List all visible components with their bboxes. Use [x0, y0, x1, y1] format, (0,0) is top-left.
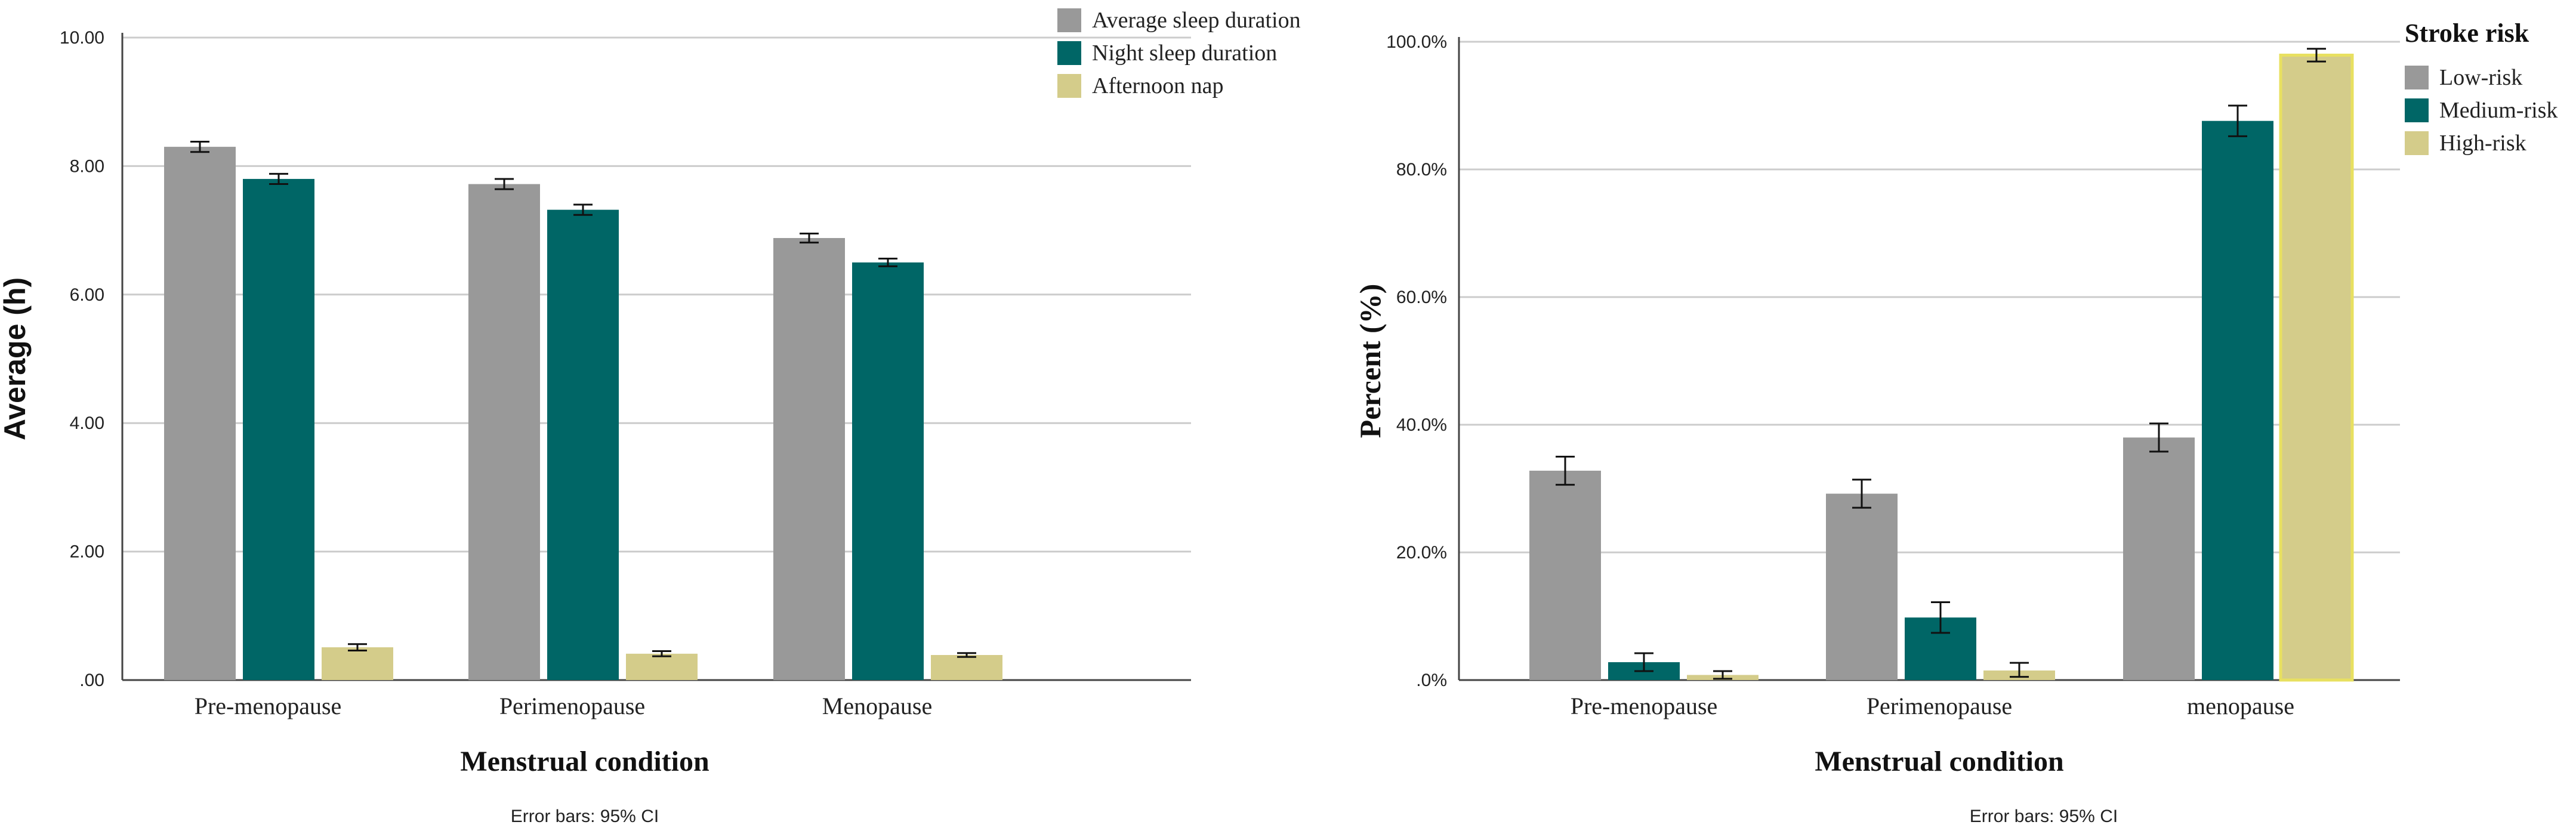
y-tick-label: 40.0% — [1396, 415, 1447, 435]
legend-label: Night sleep duration — [1092, 41, 1277, 66]
y-tick-label: 6.00 — [70, 285, 104, 305]
bar-average-sleep-duration — [773, 238, 845, 680]
x-category-label: menopause — [2187, 693, 2294, 719]
y-tick-label: .0% — [1416, 671, 1447, 690]
bar-night-sleep-duration — [547, 209, 619, 680]
legend-swatch — [1057, 8, 1081, 32]
bar-afternoon-nap — [322, 647, 393, 680]
x-category-label: Pre-menopause — [1571, 693, 1718, 719]
error-bars-note: Error bars: 95% CI — [511, 807, 659, 826]
bar-afternoon-nap — [626, 653, 698, 680]
legend-label: Average sleep duration — [1092, 8, 1301, 33]
legend-label: High-risk — [2439, 131, 2526, 156]
bar-medium-risk — [2202, 121, 2273, 680]
legend-swatch — [2405, 131, 2429, 155]
y-axis-title: Average (h) — [0, 277, 32, 440]
bar-low-risk — [2123, 437, 2195, 680]
bar-low-risk — [1529, 471, 1601, 680]
legend-label: Medium-risk — [2439, 98, 2558, 123]
error-bars-note: Error bars: 95% CI — [1970, 807, 2118, 826]
legend-label: Afternoon nap — [1092, 73, 1224, 98]
x-category-label: Perimenopause — [1867, 693, 2012, 719]
chart-left: .00 2.00 4.00 6.00 8.00 10.00 Pre-menopause Per… — [0, 8, 1301, 826]
legend-swatch — [1057, 74, 1081, 98]
y-axis-title: Percent (%) — [1353, 284, 1387, 438]
legend-swatch — [2405, 98, 2429, 122]
bar-night-sleep-duration — [852, 262, 924, 680]
legend-label: Low-risk — [2439, 65, 2522, 90]
x-category-label: Pre-menopause — [195, 693, 342, 719]
y-tick-label: 10.00 — [60, 28, 104, 48]
legend-swatch — [2405, 66, 2429, 89]
bar-average-sleep-duration — [468, 184, 540, 680]
y-tick-label: 20.0% — [1396, 543, 1447, 563]
y-tick-label: 4.00 — [70, 413, 104, 433]
y-tick-label: 100.0% — [1386, 32, 1447, 52]
y-tick-label: 80.0% — [1396, 160, 1447, 180]
y-tick-label: 2.00 — [70, 542, 104, 562]
bar-average-sleep-duration — [164, 147, 236, 681]
bar-high-risk — [2279, 53, 2354, 682]
x-axis-title: Menstrual condition — [1815, 746, 2063, 777]
y-tick-label: .00 — [79, 671, 104, 690]
y-tick-label: 60.0% — [1396, 288, 1447, 307]
x-axis-title: Menstrual condition — [460, 746, 709, 777]
x-category-label: Perimenopause — [499, 693, 645, 719]
bar-night-sleep-duration — [243, 178, 314, 680]
bar-low-risk — [1826, 493, 1898, 680]
bar-afternoon-nap — [931, 654, 1002, 680]
legend: Average sleep duration Night sleep durati… — [1057, 8, 1301, 98]
legend-title: Stroke risk — [2405, 18, 2529, 48]
chart-right: .0% 20.0% 40.0% 60.0% 80.0% 100.0% Pre-menopau… — [1353, 18, 2558, 826]
legend: Stroke risk Low-risk Medium-risk High-risk — [2405, 18, 2558, 156]
legend-swatch — [1057, 41, 1081, 65]
x-category-label: Menopause — [822, 693, 932, 719]
y-tick-label: 8.00 — [70, 156, 104, 176]
